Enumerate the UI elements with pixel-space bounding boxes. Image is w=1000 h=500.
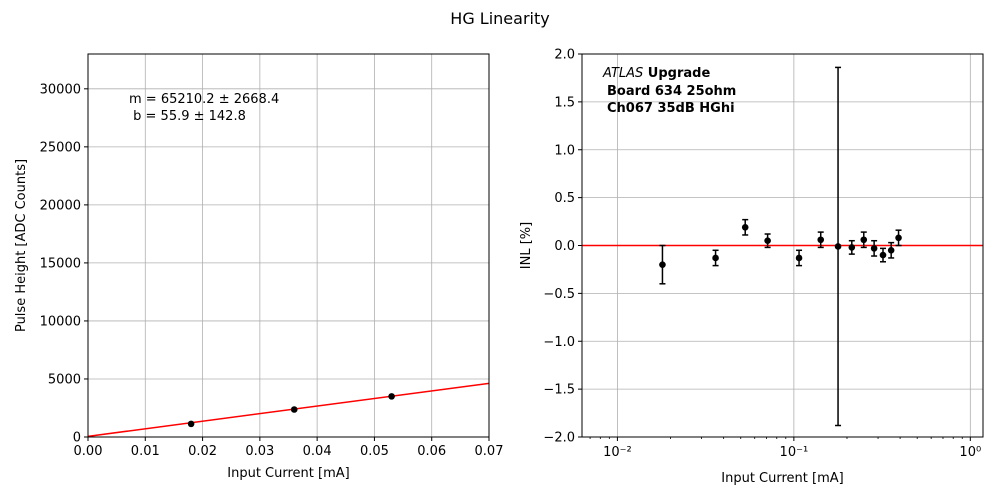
right-data-point <box>795 254 803 262</box>
left-fit-annotation-intercept: b = 55.9 ± 142.8 <box>129 109 246 124</box>
left-y-tick-label: 10000 <box>40 314 81 329</box>
left-plot-frame <box>87 53 490 438</box>
left-x-tick-label: 0.05 <box>360 444 389 459</box>
right-y-tick-label: 1.5 <box>554 95 575 110</box>
right-data-point <box>860 236 868 244</box>
left-y-tick-label: 15000 <box>40 256 81 271</box>
left-y-tick-label: 30000 <box>40 82 81 97</box>
right-data-point <box>895 234 902 242</box>
left-y-tick-label: 20000 <box>40 198 81 213</box>
left-y-tick-label: 25000 <box>40 140 81 155</box>
right-y-tick-label: 0.0 <box>554 239 575 254</box>
left-x-tick-label: 0.06 <box>417 444 446 459</box>
right-annotation-experiment: ATLAS Upgrade <box>602 66 710 81</box>
right-x-tick-label: 10⁻¹ <box>780 445 809 460</box>
left-x-tick-label: 0.02 <box>188 444 217 459</box>
right-x-axis-label: Input Current [mA] <box>721 471 843 486</box>
right-chart: 10⁻² 10⁻¹ 10⁰ −2.0 −1.5 −1.0 −0.5 0.0 0.5 1.0 1.5 2… <box>519 48 984 486</box>
right-y-tick-label: 2.0 <box>554 48 575 63</box>
right-data-point <box>879 251 887 259</box>
upgrade-label: Upgrade <box>643 66 710 81</box>
right-annotation-board: Board 634 25ohm <box>607 84 736 99</box>
right-y-tick-label: −0.5 <box>543 287 575 302</box>
right-y-tick-label: −2.0 <box>543 431 575 446</box>
left-x-axis-label: Input Current [mA] <box>227 466 349 481</box>
left-x-tick-label: 0.00 <box>74 444 103 459</box>
left-y-tick-label: 5000 <box>48 372 81 387</box>
left-y-tick-label: 0 <box>73 431 81 446</box>
left-y-axis-label: Pulse Height [ADC Counts] <box>14 159 29 332</box>
right-data-point <box>764 237 771 245</box>
left-x-tick-label: 0.04 <box>303 444 332 459</box>
figure-title: HG Linearity <box>450 9 549 28</box>
right-y-tick-label: −1.0 <box>543 335 575 350</box>
right-y-axis-label: INL [%] <box>519 222 534 269</box>
right-x-tick-label: 10⁰ <box>959 445 981 460</box>
left-data-point <box>290 406 298 413</box>
right-y-tick-label: 0.5 <box>554 191 575 206</box>
left-fit-annotation-slope: m = 65210.2 ± 2668.4 <box>129 92 279 107</box>
right-data-point <box>887 246 895 254</box>
right-data-point <box>848 244 856 251</box>
left-data-point <box>187 420 195 428</box>
right-data-point <box>817 236 825 244</box>
right-data-point <box>712 254 719 262</box>
atlas-label: ATLAS <box>602 66 643 81</box>
right-y-tick-label: 1.0 <box>554 143 575 158</box>
left-data-point <box>388 393 395 400</box>
left-x-tick-label: 0.03 <box>245 444 274 459</box>
right-annotation-channel: Ch067 35dB HGhi <box>607 101 735 116</box>
left-x-tick-label: 0.07 <box>475 444 504 459</box>
left-x-tick-label: 0.01 <box>131 444 160 459</box>
right-data-point <box>741 224 749 231</box>
right-y-tick-label: −1.5 <box>543 383 575 398</box>
right-data-point <box>870 245 878 252</box>
right-data-point <box>659 261 666 268</box>
left-chart: 0.00 0.01 0.02 0.03 0.04 0.05 0.06 0.07 0 5000 100… <box>14 53 504 481</box>
right-data-point <box>834 243 842 250</box>
left-fit-line <box>87 382 490 438</box>
right-x-tick-label: 10⁻² <box>603 445 632 460</box>
